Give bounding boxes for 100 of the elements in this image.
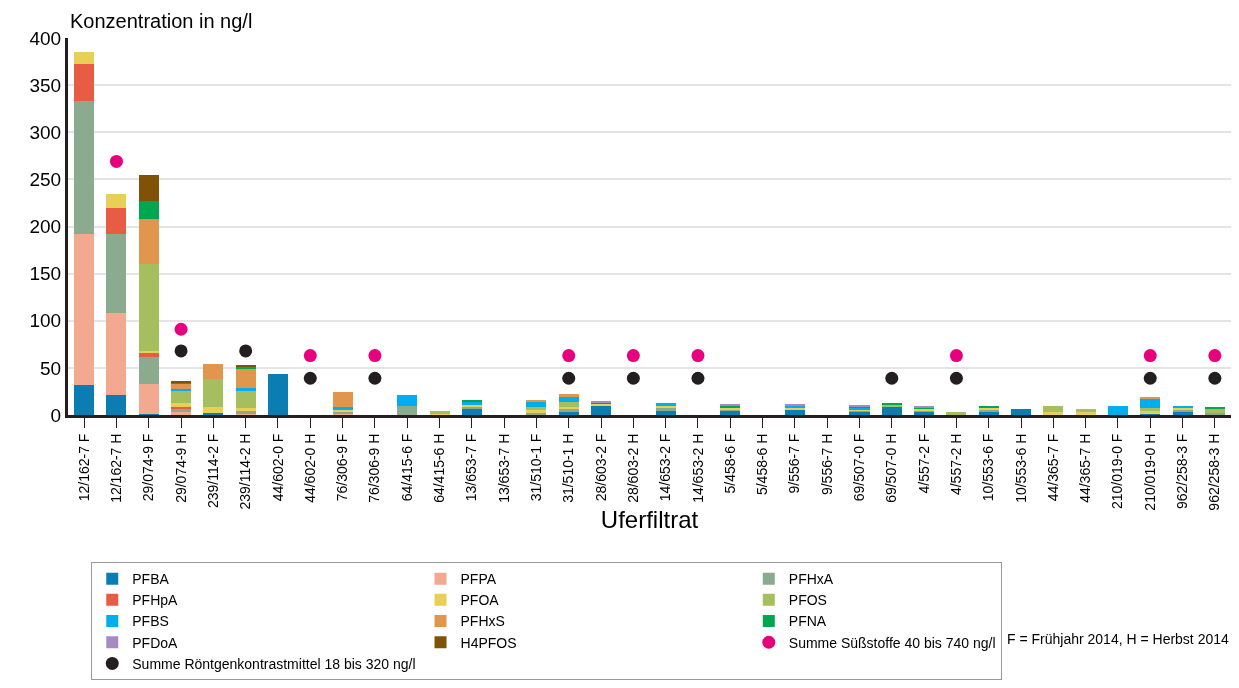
- bar: [74, 101, 95, 235]
- bar: [138, 383, 159, 415]
- x-tick-label: 13/653-7 F: [463, 433, 480, 502]
- y-tick-label: 100: [29, 310, 62, 332]
- legend-label: H4PFOS: [460, 634, 517, 651]
- x-tick-label: 69/507-0 F: [851, 433, 868, 502]
- y-tick-label: 300: [29, 121, 62, 143]
- bar: [235, 387, 256, 391]
- x-tick-label: 4/557-2 F: [915, 433, 932, 494]
- y-tick-label: 50: [40, 357, 62, 379]
- legend-label: Summe Röntgenkontrastmittel 18 bis 320 ng/l: [132, 655, 416, 672]
- bar: [267, 373, 288, 415]
- x-tick-label: 44/602-0 F: [269, 433, 286, 502]
- y-tick-label: 150: [29, 263, 62, 285]
- bar: [74, 384, 95, 415]
- x-tick-label: 28/603-2 F: [592, 433, 609, 502]
- legend-label: PFHxA: [788, 571, 834, 588]
- x-tick-label: 5/458-6 H: [754, 433, 771, 496]
- bar: [74, 234, 95, 385]
- legend-label: PFNA: [788, 613, 827, 630]
- point: [949, 371, 963, 385]
- bar: [1043, 405, 1064, 413]
- bar: [235, 390, 256, 409]
- bar: [397, 405, 418, 415]
- legend-label: PFHxS: [460, 613, 505, 630]
- bar: [235, 368, 256, 388]
- x-tick-label: 14/653-2 F: [657, 433, 674, 502]
- legend-label: PFPA: [460, 571, 497, 588]
- x-tick-label: 962/258-3 F: [1174, 433, 1191, 510]
- bar: [171, 383, 192, 389]
- bar: [881, 407, 902, 415]
- x-tick-label: 962/258-3 H: [1206, 433, 1223, 511]
- bar: [1043, 412, 1064, 415]
- bar: [558, 401, 579, 407]
- bar: [461, 408, 482, 415]
- x-tick-label: 14/653-2 H: [689, 433, 706, 503]
- x-tick-label: 29/074-9 H: [172, 433, 189, 503]
- bar: [203, 364, 224, 380]
- y-tick-label: 0: [50, 404, 62, 426]
- x-tick-label: 10/553-6 H: [1012, 433, 1029, 503]
- x-tick-label: 64/415-6 F: [398, 433, 415, 502]
- x-tick-label: 210/019-0 F: [1109, 433, 1126, 510]
- bar: [74, 52, 95, 65]
- x-tick-label: 239/114-2 H: [237, 433, 254, 510]
- point: [626, 371, 640, 385]
- bar: [1107, 405, 1128, 415]
- bar: [1140, 398, 1161, 409]
- bar: [138, 356, 159, 384]
- x-tick-label: 44/602-0 H: [301, 433, 318, 503]
- bar: [171, 412, 192, 415]
- legend-label: PFBS: [132, 613, 169, 630]
- x-tick-label: 69/507-0 H: [883, 433, 900, 503]
- point: [303, 371, 317, 385]
- x-tick-label: 13/653-7 H: [495, 433, 512, 503]
- bar: [138, 264, 159, 351]
- bar: [1011, 409, 1032, 415]
- x-tick-label: 44/365-7 F: [1044, 433, 1061, 502]
- point: [691, 371, 705, 385]
- bar: [397, 395, 418, 406]
- bar: [138, 201, 159, 219]
- point: [1208, 371, 1222, 385]
- bar: [106, 395, 127, 415]
- x-tick-label: 5/458-6 F: [721, 433, 738, 494]
- bar: [558, 394, 579, 397]
- bar: [332, 392, 353, 408]
- point: [368, 371, 382, 385]
- y-tick-label: 350: [29, 74, 62, 96]
- bar: [106, 193, 127, 208]
- bar: [74, 64, 95, 102]
- bar: [171, 402, 192, 407]
- bar: [106, 313, 127, 396]
- x-tick-label: 9/556-7 F: [786, 433, 803, 494]
- point: [239, 344, 253, 358]
- bar: [591, 405, 612, 415]
- bar: [203, 379, 224, 408]
- x-tick-label: 76/306-9 H: [366, 433, 383, 503]
- x-tick-label: 31/510-1 H: [560, 433, 577, 503]
- point: [885, 371, 899, 385]
- legend-label: PFOS: [788, 592, 827, 609]
- x-tick-label: 76/306-9 F: [334, 433, 351, 502]
- y-tick-label: 400: [29, 27, 62, 49]
- x-tick-label: 12/162-7 H: [108, 433, 125, 503]
- x-tick-label: 12/162-7 F: [75, 433, 92, 502]
- legend-label: PFDoA: [132, 634, 179, 651]
- y-tick-label: 200: [29, 216, 62, 238]
- x-tick-label: 210/019-0 H: [1141, 433, 1158, 511]
- bar: [138, 218, 159, 265]
- point: [1143, 349, 1157, 363]
- point: [562, 371, 576, 385]
- point: [174, 344, 188, 358]
- bar: [946, 412, 967, 415]
- point: [626, 349, 640, 363]
- y-axis-title: Konzentration in ng/l: [70, 10, 253, 32]
- x-axis-title: Uferfiltrat: [600, 505, 699, 533]
- x-tick-label: 44/365-7 H: [1077, 433, 1094, 503]
- point: [1143, 371, 1157, 385]
- bar: [138, 174, 159, 202]
- legend-label: PFBA: [132, 571, 170, 588]
- y-tick-label: 250: [29, 169, 62, 191]
- legend-label: Summe Süßstoffe 40 bis 740 ng/l: [788, 634, 996, 651]
